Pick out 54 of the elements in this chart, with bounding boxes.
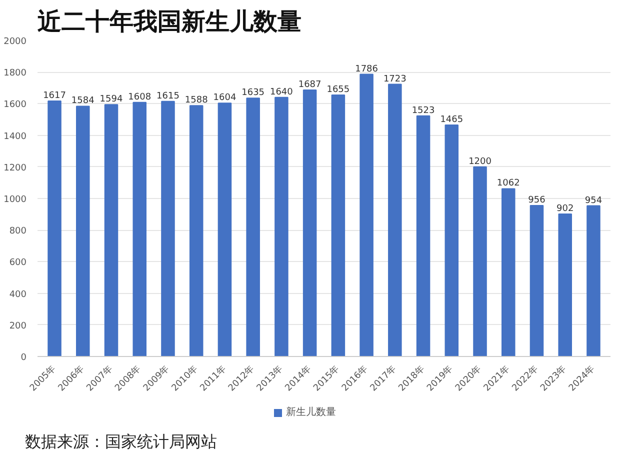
data-label: 1465 <box>440 115 464 126</box>
bar <box>416 115 430 356</box>
bar <box>161 100 175 356</box>
data-label: 1200 <box>468 156 492 167</box>
y-tick-label: 1200 <box>4 163 27 174</box>
bar <box>246 98 260 356</box>
data-label: 1786 <box>355 64 378 74</box>
bar <box>473 166 487 356</box>
bar <box>388 84 402 356</box>
legend-item: 新生儿数量 <box>274 406 336 420</box>
data-label: 1594 <box>100 94 123 105</box>
y-tick-label: 200 <box>9 321 27 332</box>
bar <box>76 106 90 356</box>
bar <box>132 102 146 356</box>
y-tick-label: 800 <box>9 226 27 237</box>
bar <box>104 104 118 356</box>
y-tick-label: 1000 <box>4 195 27 205</box>
y-tick-label: 600 <box>9 258 27 268</box>
chart-title: 近二十年我国新生儿数量 <box>38 8 302 36</box>
y-tick-label: 1600 <box>4 100 27 110</box>
data-label: 1588 <box>184 96 208 106</box>
data-label: 1723 <box>383 74 406 84</box>
data-label: 1640 <box>270 87 294 98</box>
bar <box>331 94 346 356</box>
data-label: 1584 <box>71 96 95 106</box>
data-label: 1604 <box>213 93 236 104</box>
data-label: 1655 <box>326 85 350 96</box>
source-note: 数据来源：国家统计局网站 <box>24 431 217 453</box>
bar <box>586 205 600 356</box>
data-label: 956 <box>528 195 546 206</box>
bar <box>218 102 232 356</box>
y-tick-label: 1400 <box>4 132 27 142</box>
bar <box>530 204 544 356</box>
data-label: 902 <box>556 204 574 214</box>
bar <box>558 213 572 356</box>
bar <box>302 89 317 356</box>
bar <box>189 105 204 356</box>
y-tick-label: 400 <box>9 290 27 300</box>
data-label: 1523 <box>412 106 435 116</box>
data-label: 1608 <box>128 92 152 102</box>
data-label: 1062 <box>496 178 520 189</box>
y-tick-label: 1800 <box>4 68 27 79</box>
data-label: 954 <box>584 196 602 206</box>
bar <box>274 96 288 356</box>
bar <box>444 124 459 356</box>
bar <box>360 74 374 356</box>
y-tick-label: 2000 <box>4 37 27 47</box>
y-tick-label: 0 <box>20 353 27 363</box>
data-label: 1615 <box>156 91 180 102</box>
data-label: 1617 <box>43 91 66 102</box>
bar <box>502 188 516 356</box>
data-label: 1687 <box>298 80 322 90</box>
data-label: 1635 <box>242 88 265 98</box>
bar <box>48 100 62 356</box>
